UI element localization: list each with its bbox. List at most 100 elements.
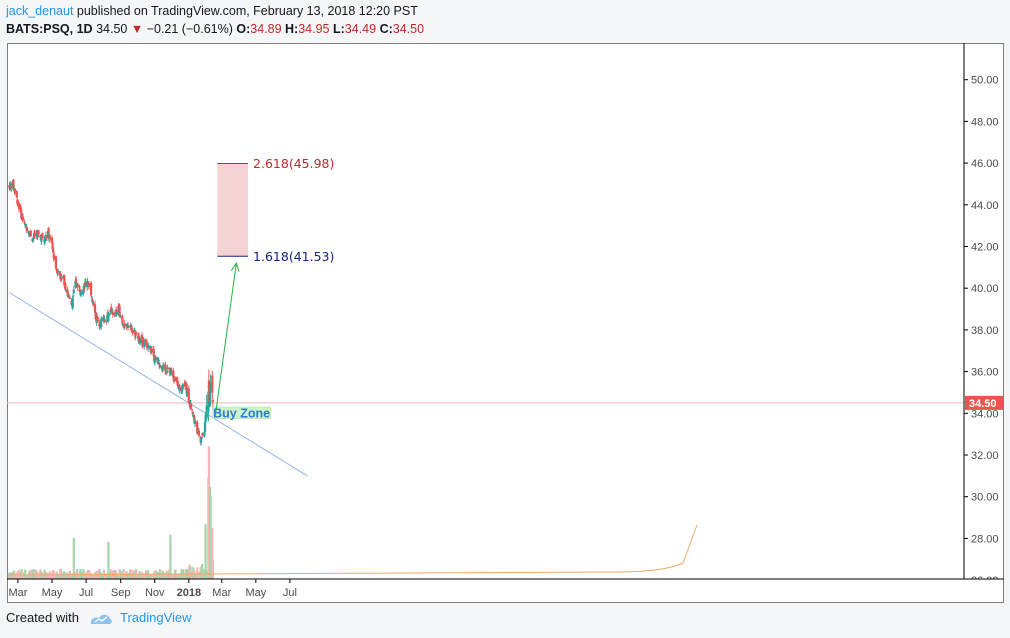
symbol-label[interactable]: BATS:PSQ, 1D <box>6 22 93 36</box>
last-price-tag-label: 34.50 <box>969 398 997 410</box>
volume-bar <box>25 575 28 579</box>
candle-body <box>135 332 138 334</box>
candle-body <box>110 307 113 311</box>
volume-bar <box>162 573 165 579</box>
volume-bar <box>170 575 173 579</box>
target-arrow[interactable] <box>215 263 237 414</box>
candle-body <box>209 382 212 390</box>
y-tick-label: 46.00 <box>971 158 999 170</box>
candle-body <box>196 421 199 434</box>
candle <box>80 289 83 296</box>
volume-bar <box>107 541 110 579</box>
candle-body <box>127 326 130 328</box>
buy-zone-box[interactable] <box>212 406 271 419</box>
price-chart[interactable]: 2.618(45.98)1.618(41.53)Buy Zone26.0028.… <box>7 43 1004 603</box>
volume-bar <box>24 569 27 579</box>
candle-body <box>123 323 126 326</box>
candle <box>121 322 124 326</box>
chart-background <box>7 43 1004 603</box>
candle <box>68 295 71 299</box>
arrow-head <box>230 262 240 272</box>
candle-body <box>180 389 183 394</box>
volume-bar <box>57 576 60 579</box>
candle-body <box>17 202 20 206</box>
candle-body <box>153 357 156 363</box>
candle-body <box>54 256 57 269</box>
candle-body <box>121 324 124 326</box>
candle-body <box>94 312 97 319</box>
candle-body <box>158 364 161 368</box>
volume-bar <box>20 569 23 579</box>
candle <box>33 229 36 239</box>
candle <box>21 213 25 223</box>
candle <box>154 356 157 363</box>
candle <box>205 394 208 421</box>
volume-bar <box>193 573 197 579</box>
candle-body <box>61 276 64 278</box>
tradingview-brand-link[interactable]: TradingView <box>120 610 192 625</box>
y-tick-label: 34.00 <box>971 408 999 420</box>
candle-body <box>90 282 93 296</box>
candle-body <box>10 185 13 189</box>
volume-bar <box>178 574 181 579</box>
footer: Created with TradingView <box>6 610 192 632</box>
x-tick-label: Jul <box>283 587 297 599</box>
candle-body <box>78 289 81 293</box>
candle <box>54 255 57 270</box>
volume-bar <box>169 534 172 579</box>
candle <box>92 302 95 307</box>
candle-body <box>197 430 200 436</box>
low-label: L: <box>332 22 345 36</box>
trendline[interactable] <box>8 291 308 477</box>
candle-body <box>183 381 186 387</box>
candle-body <box>84 281 87 286</box>
candle <box>83 286 86 292</box>
time-scale[interactable] <box>8 579 1003 602</box>
volume-bar <box>53 575 56 579</box>
last-price: 34.50 <box>96 22 128 36</box>
candle-body <box>110 310 113 313</box>
candle-body <box>91 298 94 302</box>
candle-body <box>41 233 44 238</box>
chart-area[interactable]: 2.618(45.98)1.618(41.53)Buy Zone26.0028.… <box>7 43 1004 603</box>
open-label: O: <box>236 22 251 36</box>
candle <box>96 313 99 323</box>
candle <box>57 269 60 273</box>
candle <box>10 182 13 192</box>
fib-projection-box[interactable] <box>217 163 249 257</box>
candle-body <box>72 289 75 293</box>
x-tick-label: Mar <box>8 587 27 599</box>
candle-body <box>18 203 21 210</box>
candle <box>135 331 138 336</box>
volume-bar <box>166 572 169 579</box>
candle-body <box>66 290 69 296</box>
price-scale[interactable] <box>964 44 1003 602</box>
candle-body <box>23 222 26 224</box>
candle-body <box>115 309 118 314</box>
close-value: 34.50 <box>392 22 425 36</box>
candle <box>119 315 122 318</box>
candle-body <box>145 340 148 342</box>
candle-body <box>201 433 204 436</box>
candle-body <box>117 303 121 308</box>
candle-body <box>68 295 71 297</box>
candle-body <box>104 320 107 322</box>
y-tick-label: 30.00 <box>971 492 999 504</box>
volume-bar <box>205 570 208 579</box>
candle <box>131 327 134 336</box>
candle-body <box>31 238 35 241</box>
candle-body <box>86 282 89 284</box>
volume-bar <box>82 569 85 579</box>
candle <box>166 368 169 374</box>
candle <box>170 367 173 376</box>
volume-bar <box>204 524 207 579</box>
candle-body <box>211 375 214 393</box>
author-link[interactable]: jack_denaut <box>6 4 74 18</box>
candle-body <box>93 304 97 313</box>
candle-body <box>57 270 60 273</box>
candle-body <box>150 349 154 351</box>
volume-bar <box>14 573 17 579</box>
candle <box>23 219 26 225</box>
candle-body <box>53 255 56 259</box>
volume-bar <box>41 572 44 579</box>
